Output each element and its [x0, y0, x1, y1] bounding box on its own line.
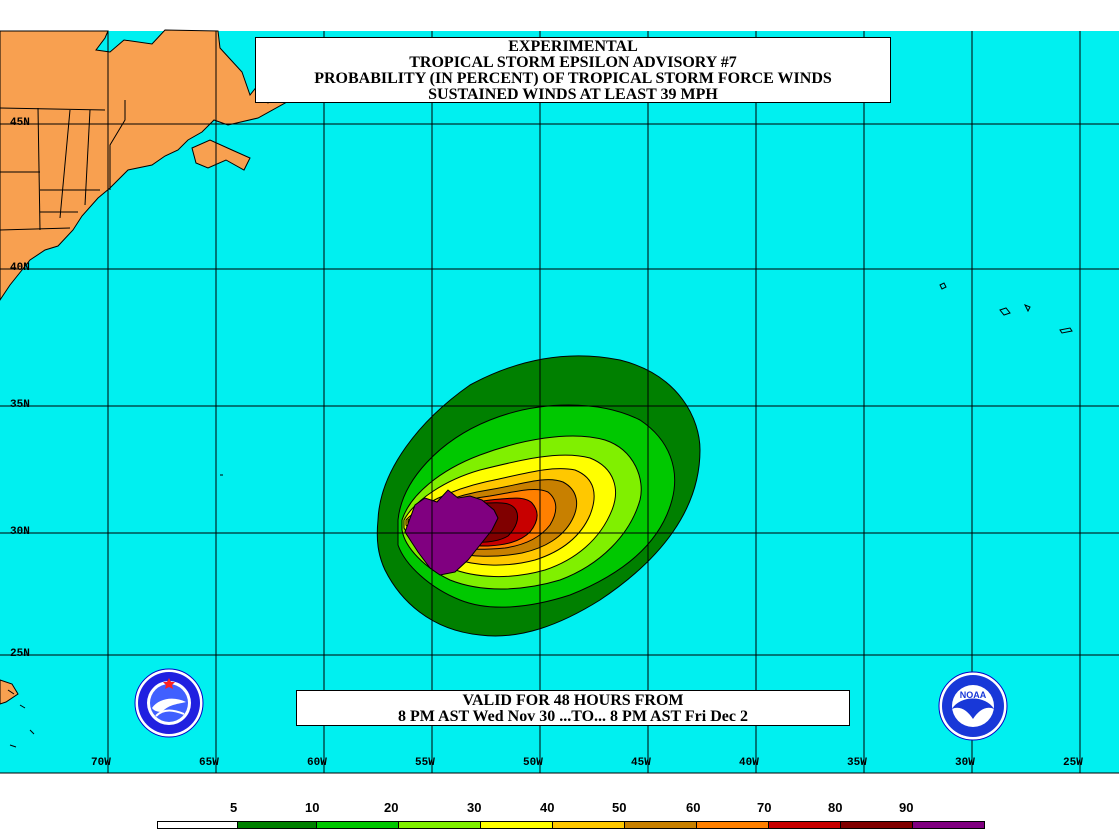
valid-period-box: VALID FOR 48 HOURS FROM 8 PM AST Wed Nov… — [296, 690, 850, 726]
lon-label-30w: 30W — [955, 757, 975, 769]
title-line-4: SUSTAINED WINDS AT LEAST 39 MPH — [428, 86, 718, 103]
valid-line-2: 8 PM AST Wed Nov 30 ...TO... 8 PM AST Fr… — [398, 708, 748, 725]
svg-text:NOAA: NOAA — [960, 690, 987, 700]
probability-legend: 5 10 20 30 40 50 60 70 80 90 — [157, 800, 987, 834]
state-boundaries — [0, 100, 126, 231]
lat-label-25n: 25N — [10, 648, 30, 660]
islands — [7, 282, 1073, 748]
lon-label-35w: 35W — [847, 757, 867, 769]
legend-label-5: 5 — [230, 800, 238, 815]
lon-label-55w: 55W — [415, 757, 435, 769]
national-weather-service-logo-icon — [134, 668, 204, 738]
probability-contours — [376, 355, 701, 637]
noaa-logo-icon: NOAA — [938, 671, 1008, 741]
lon-label-70w: 70W — [91, 757, 111, 769]
lon-label-45w: 45W — [631, 757, 651, 769]
legend-swatch-70-80 — [768, 821, 841, 829]
title-line-3: PROBABILITY (IN PERCENT) OF TROPICAL STO… — [314, 70, 832, 87]
lon-label-65w: 65W — [199, 757, 219, 769]
lon-label-25w: 25W — [1063, 757, 1083, 769]
title-box: EXPERIMENTAL TROPICAL STORM EPSILON ADVI… — [255, 37, 891, 103]
lon-label-60w: 60W — [307, 757, 327, 769]
legend-swatch-10-20 — [316, 821, 399, 829]
lon-label-50w: 50W — [523, 757, 543, 769]
legend-label-80: 80 — [828, 800, 843, 815]
title-line-1: EXPERIMENTAL — [508, 38, 638, 55]
grid — [0, 31, 1119, 773]
title-line-2: TROPICAL STORM EPSILON ADVISORY #7 — [409, 54, 737, 71]
legend-swatch-90-100 — [912, 821, 985, 829]
legend-swatch-50-60 — [624, 821, 697, 829]
legend-label-70: 70 — [757, 800, 772, 815]
lat-label-40n: 40N — [10, 262, 30, 274]
legend-label-20: 20 — [384, 800, 399, 815]
lat-label-30n: 30N — [10, 526, 30, 538]
legend-label-50: 50 — [612, 800, 627, 815]
legend-swatch-30-40 — [480, 821, 553, 829]
legend-swatch-20-30 — [398, 821, 481, 829]
legend-swatch-40-50 — [552, 821, 625, 829]
legend-label-90: 90 — [899, 800, 914, 815]
legend-label-10: 10 — [305, 800, 320, 815]
lat-label-45n: 45N — [10, 117, 30, 129]
legend-swatch-80-90 — [840, 821, 913, 829]
valid-line-1: VALID FOR 48 HOURS FROM — [462, 692, 684, 709]
lon-label-40w: 40W — [739, 757, 759, 769]
lat-label-35n: 35N — [10, 399, 30, 411]
legend-swatch-0-5 — [157, 821, 238, 829]
legend-swatch-60-70 — [696, 821, 769, 829]
legend-label-60: 60 — [686, 800, 701, 815]
legend-label-40: 40 — [540, 800, 555, 815]
legend-label-30: 30 — [467, 800, 482, 815]
legend-swatch-5-10 — [237, 821, 317, 829]
